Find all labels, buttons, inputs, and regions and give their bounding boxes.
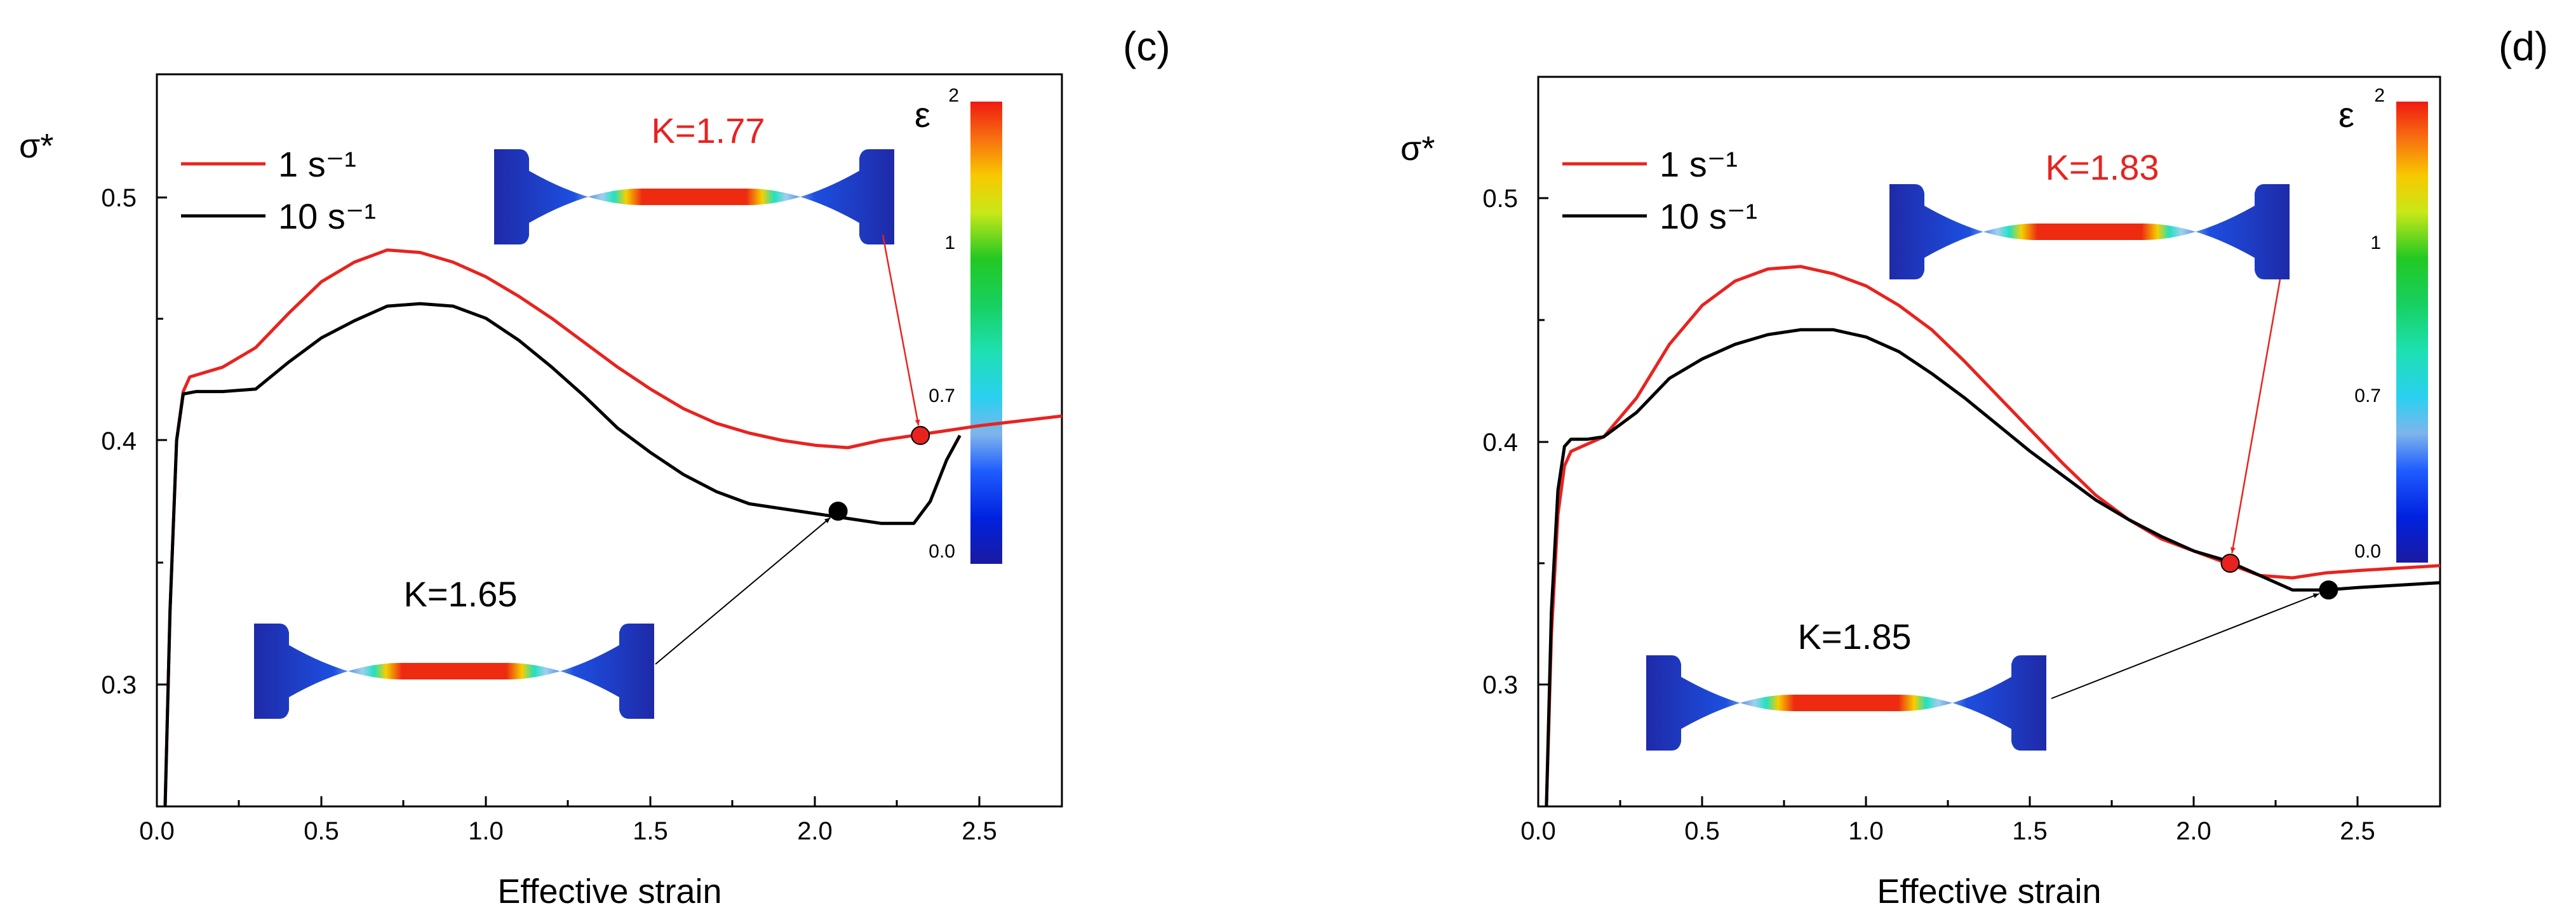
legend: 1 s⁻¹ 10 s⁻¹ [1562,144,1757,236]
colorbar-label: 0.7 [2354,385,2381,406]
y-tick-label: 0.5 [1482,185,1518,213]
data-point-marker [911,425,930,445]
x-tick-label: 0.0 [139,817,175,845]
x-tick-label: 0.5 [1684,817,1720,845]
panel-d: 0.5 0.4 0.3 0.0 0.5 1.0 1.5 2.0 2.5 Effe… [1400,23,2548,911]
colorbar-symbol: ε [2338,95,2354,135]
legend-label: 1 s⁻¹ [278,144,356,184]
data-point-marker [2220,554,2240,573]
specimen-image [254,624,654,719]
x-ticks [156,796,981,806]
x-tick-label: 2.0 [2176,817,2211,845]
specimen-image [1646,655,2046,751]
series-layer [163,248,1063,807]
specimen-image [1889,184,2290,279]
panel-label: (c) [1123,23,1171,69]
data-point-marker [2319,580,2338,600]
x-tick-label: 1.5 [2012,817,2048,845]
x-tick-label: 1.5 [633,817,668,845]
y-axis-title: σ* [1400,130,1435,168]
colorbar-label: 1 [2370,232,2381,253]
y-ticks [157,196,167,686]
colorbar-label: 0.0 [929,541,955,562]
x-tick-label: 0.0 [1520,817,1556,845]
annotation-label: K=1.65 [403,574,517,614]
series-line-1-per-s [163,248,1063,807]
y-tick-label: 0.4 [1482,429,1518,457]
x-tick-label: 2.5 [2340,817,2375,845]
annotation-arrow [882,234,920,426]
annotation-arrow [2230,279,2281,554]
y-axis-title: σ* [19,127,53,165]
legend-label: 10 s⁻¹ [278,196,376,236]
y-tick-label: 0.3 [1482,671,1518,699]
x-ticks [1537,796,2359,806]
annotation-arrow [655,517,831,665]
legend: 1 s⁻¹ 10 s⁻¹ [181,144,376,236]
colorbar-label: 1 [944,232,955,253]
series-line-10-per-s [163,302,962,807]
legend-label: 10 s⁻¹ [1660,196,1757,236]
x-tick-label: 1.0 [468,817,504,845]
x-tick-labels: 0.0 0.5 1.0 1.5 2.0 2.5 [139,817,997,845]
y-tick-labels: 0.5 0.4 0.3 [1482,185,1518,699]
colorbar-label: 0.7 [929,385,955,406]
annotation-arrow [2051,593,2319,699]
colorbar-label: 2 [948,85,959,106]
colorbar-label: 2 [2374,85,2385,106]
marker-layer [2220,554,2338,600]
x-tick-label: 2.5 [962,817,997,845]
data-point-marker [828,502,848,521]
annotation-label: K=1.77 [651,110,765,150]
y-ticks [1538,197,1548,686]
colorbar-gradient [2396,102,2428,563]
y-tick-label: 0.4 [101,427,137,455]
colorbar: ε 2 1 0.7 0.0 [915,85,1002,564]
x-tick-label: 1.0 [1848,817,1884,845]
y-tick-label: 0.5 [101,184,137,212]
x-tick-labels: 0.0 0.5 1.0 1.5 2.0 2.5 [1520,817,2375,845]
colorbar: ε 2 1 0.7 0.0 [2338,85,2428,563]
x-tick-label: 2.0 [797,817,833,845]
annotation-label: K=1.85 [1797,617,1911,657]
x-tick-label: 0.5 [304,817,339,845]
marker-layer [828,425,930,521]
x-axis-title: Effective strain [497,872,721,911]
panel-c: 0.5 0.4 0.3 0.0 0.5 1.0 1.5 2.0 2.5 Effe… [19,23,1171,911]
specimen-image [494,149,894,244]
y-tick-label: 0.3 [101,671,137,699]
legend-label: 1 s⁻¹ [1660,144,1738,184]
colorbar-symbol: ε [915,95,930,135]
panel-label: (d) [2499,23,2548,69]
colorbar-gradient [970,102,1002,564]
annotation-label: K=1.83 [2045,147,2159,187]
y-tick-labels: 0.5 0.4 0.3 [101,184,137,699]
colorbar-label: 0.0 [2354,541,2381,562]
x-axis-title: Effective strain [1877,872,2101,911]
